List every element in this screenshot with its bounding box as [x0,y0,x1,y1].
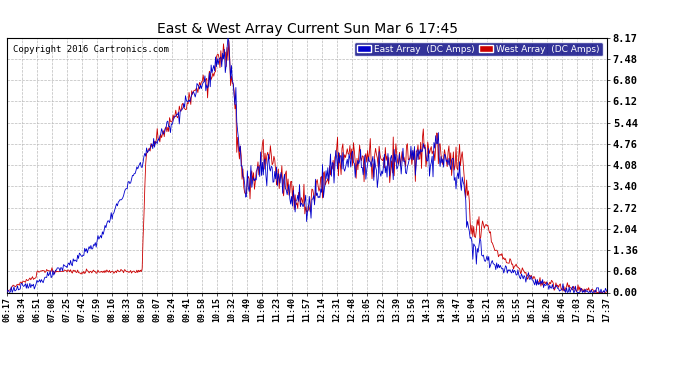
Title: East & West Array Current Sun Mar 6 17:45: East & West Array Current Sun Mar 6 17:4… [157,22,457,36]
Legend: East Array  (DC Amps), West Array  (DC Amps): East Array (DC Amps), West Array (DC Amp… [355,42,602,56]
Text: Copyright 2016 Cartronics.com: Copyright 2016 Cartronics.com [13,45,169,54]
